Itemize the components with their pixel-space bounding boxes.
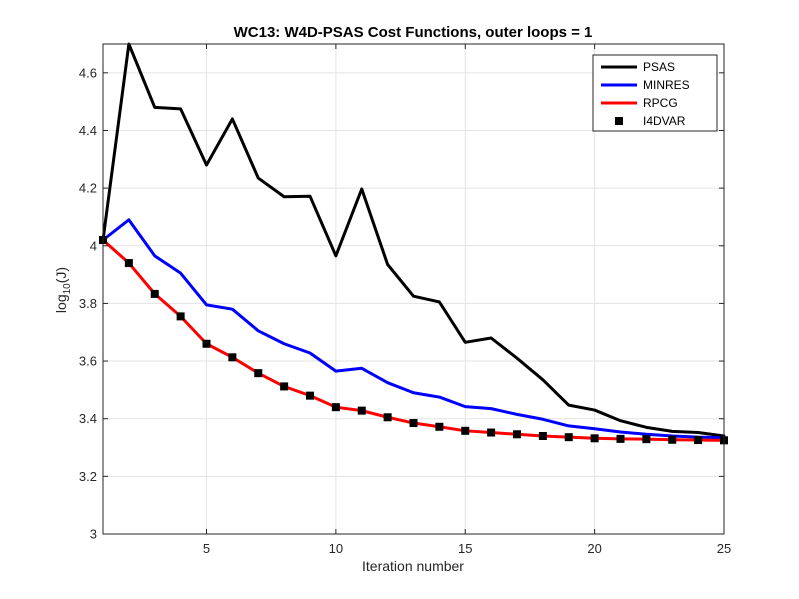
data-point-i4dvar: [150, 289, 159, 298]
legend-label: MINRES: [643, 78, 690, 92]
legend-label: RPCG: [643, 96, 678, 110]
legend-item-psas: PSAS: [601, 60, 675, 74]
data-point-i4dvar: [228, 353, 237, 362]
series-line-minres: [101, 218, 726, 440]
y-tick-label: 4.2: [79, 181, 97, 196]
legend: PSAS MINRES RPCG I4DVAR: [592, 54, 718, 132]
y-axis-label-rest: (J): [53, 267, 69, 283]
data-point-i4dvar: [590, 434, 599, 443]
x-axis: 5 10 15 20 25: [203, 44, 731, 556]
series-psas: [101, 42, 726, 438]
data-point-i4dvar: [383, 413, 392, 422]
data-point-i4dvar: [461, 426, 470, 435]
x-tick-label: 10: [329, 541, 343, 556]
y-tick-label: 3: [90, 527, 97, 542]
data-point-i4dvar: [202, 339, 211, 348]
y-axis: 3 3.2 3.4 3.6 3.8 4 4.2 4.4 4.6: [79, 65, 724, 542]
data-point-i4dvar: [409, 419, 418, 428]
series-line-rpcg: [101, 238, 726, 442]
data-point-i4dvar: [435, 422, 444, 431]
legend-item-rpcg: RPCG: [601, 96, 678, 110]
x-tick-label: 15: [458, 541, 472, 556]
data-point-i4dvar: [513, 430, 521, 439]
x-axis-label: Iteration number: [362, 558, 464, 574]
data-point-i4dvar: [668, 435, 677, 444]
data-point-i4dvar: [254, 369, 263, 378]
data-point-i4dvar: [616, 434, 625, 443]
data-point-i4dvar: [306, 391, 314, 400]
data-point-i4dvar: [487, 428, 496, 437]
series-line-psas: [101, 42, 726, 438]
legend-swatch: [615, 117, 623, 125]
y-tick-label: 4: [90, 238, 97, 253]
data-point-i4dvar: [538, 432, 547, 440]
data-point-i4dvar: [176, 312, 185, 321]
x-tick-label: 5: [203, 541, 210, 556]
data-point-i4dvar: [357, 406, 366, 415]
data-point-i4dvar: [564, 433, 573, 442]
data-point-i4dvar: [331, 403, 340, 412]
plot-frame: [102, 43, 725, 535]
y-axis-label-subscript: 10: [62, 283, 73, 295]
series-layer: [99, 42, 728, 445]
y-tick-label: 3.4: [79, 411, 97, 426]
data-point-i4dvar: [280, 382, 289, 391]
x-tick-label: 25: [717, 541, 731, 556]
data-point-i4dvar: [694, 436, 703, 445]
series-minres: [101, 218, 726, 440]
y-tick-label: 3.8: [79, 296, 97, 311]
legend-item-minres: MINRES: [601, 78, 690, 92]
y-tick-label: 3.6: [79, 354, 97, 369]
y-axis-label: log10(J): [53, 267, 73, 313]
y-axis-label-base: log: [53, 294, 69, 313]
series-rpcg: [101, 238, 726, 442]
legend-label: I4DVAR: [643, 114, 686, 128]
x-tick-label: 20: [587, 541, 601, 556]
data-point-i4dvar: [124, 259, 133, 268]
y-tick-label: 3.2: [79, 469, 97, 484]
y-tick-label: 4.4: [79, 123, 97, 138]
y-tick-label: 4.6: [79, 65, 97, 80]
series-i4dvar: [99, 236, 728, 445]
data-point-i4dvar: [642, 435, 651, 444]
chart-title: WC13: W4D-PSAS Cost Functions, outer loo…: [234, 24, 593, 41]
legend-label: PSAS: [643, 60, 675, 74]
legend-item-i4dvar: I4DVAR: [615, 114, 686, 128]
